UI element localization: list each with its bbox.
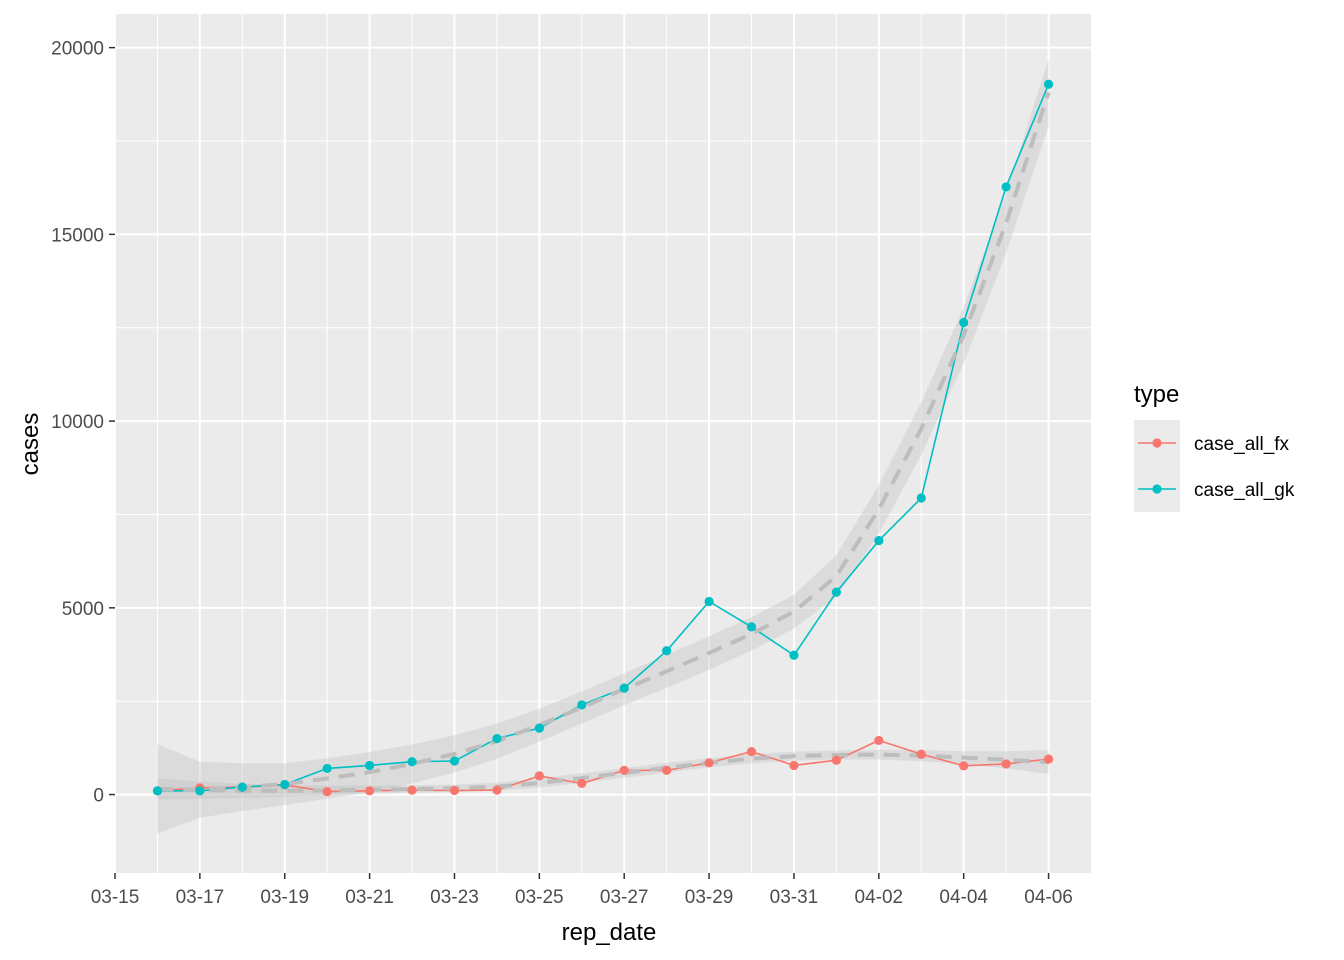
x-tick-label: 04-02 [855,887,904,908]
data-point-case_all_gk [959,317,969,328]
x-tick-label: 04-06 [1024,887,1073,908]
legend-item-case_all_gk: case_all_gk [1134,466,1295,512]
legend-key-point [1152,438,1162,448]
x-tick-label: 03-21 [345,887,394,908]
data-point-case_all_gk [916,493,926,503]
data-point-case_all_fx [322,786,332,797]
data-point-case_all_fx [789,760,799,771]
data-point-case_all_fx [407,785,417,795]
legend-items: case_all_fx case_all_gk [1134,420,1295,512]
minor-gridlines [115,14,1091,873]
data-point-case_all_fx [534,771,544,781]
data-point-case_all_fx [365,786,375,796]
trend-line-case_all_fx [157,752,1049,793]
data-point-case_all_fx [874,735,884,746]
data-point-case_all_gk [577,700,587,710]
data-point-case_all_gk [322,763,332,774]
legend: type case_all_fx case_all_gk [1134,381,1295,512]
y-tick-label: 0 [93,786,104,807]
data-point-case_all_gk [534,723,544,733]
panel-background [115,14,1091,873]
data-point-case_all_gk [152,786,163,796]
x-tick-label: 03-15 [91,887,140,908]
y-tick-label: 15000 [51,225,104,246]
data-point-case_all_gk [280,779,290,790]
data-point-case_all_gk [407,757,417,767]
data-points [152,79,1054,797]
y-tick-label: 5000 [62,599,104,620]
data-point-case_all_gk [704,596,714,607]
data-point-case_all_fx [619,765,629,775]
x-tick-label: 03-19 [260,887,309,908]
data-point-case_all_fx [916,749,926,759]
x-tick-label: 03-27 [600,887,649,908]
x-axis-title: rep_date [562,919,657,946]
legend-item-case_all_fx: case_all_fx [1134,420,1290,466]
data-point-case_all_gk [619,683,629,693]
data-point-case_all_gk [1001,182,1011,192]
major-gridlines [114,14,1091,873]
data-point-case_all_fx [831,755,841,765]
data-point-case_all_fx [1043,754,1054,764]
data-point-case_all_fx [959,761,969,771]
data-point-case_all_gk [365,760,375,771]
data-point-case_all_gk [789,650,799,660]
data-point-case_all_gk [492,733,502,744]
data-point-case_all_gk [662,646,672,656]
data-point-case_all_gk [1043,79,1054,89]
legend-label: case_all_gk [1194,480,1295,501]
data-point-case_all_fx [1001,759,1011,769]
data-point-case_all_fx [746,747,757,757]
legend-label: case_all_fx [1194,434,1290,455]
y-tick-label: 20000 [51,39,104,60]
x-tick-label: 03-31 [770,887,819,908]
series-line-case_all_gk [157,83,1050,792]
data-point-case_all_gk [831,587,841,597]
data-point-case_all_fx [577,778,587,788]
y-tick-label: 10000 [51,412,104,433]
data-point-case_all_fx [449,785,460,796]
data-point-case_all_fx [662,765,672,775]
data-point-case_all_gk [874,536,884,546]
smooth-trend-lines [157,91,1051,793]
x-tick-label: 03-29 [685,887,734,908]
x-tick-label: 03-23 [430,887,479,908]
data-point-case_all_gk [237,782,247,792]
data-point-case_all_gk [195,786,205,796]
data-point-case_all_fx [704,758,714,768]
x-tick-label: 03-17 [176,887,225,908]
x-tick-label: 03-25 [515,887,564,908]
y-axis-title: cases [17,413,44,476]
data-point-case_all_gk [746,622,757,632]
data-point-case_all_fx [492,785,502,795]
legend-title: type [1134,381,1179,408]
legend-key-point [1152,484,1162,494]
data-point-case_all_gk [449,756,460,766]
x-tick-label: 04-04 [939,887,988,908]
axes: 03-15 03-17 03-19 03-21 03-23 03-25 03-27 03-29… [51,39,1073,908]
